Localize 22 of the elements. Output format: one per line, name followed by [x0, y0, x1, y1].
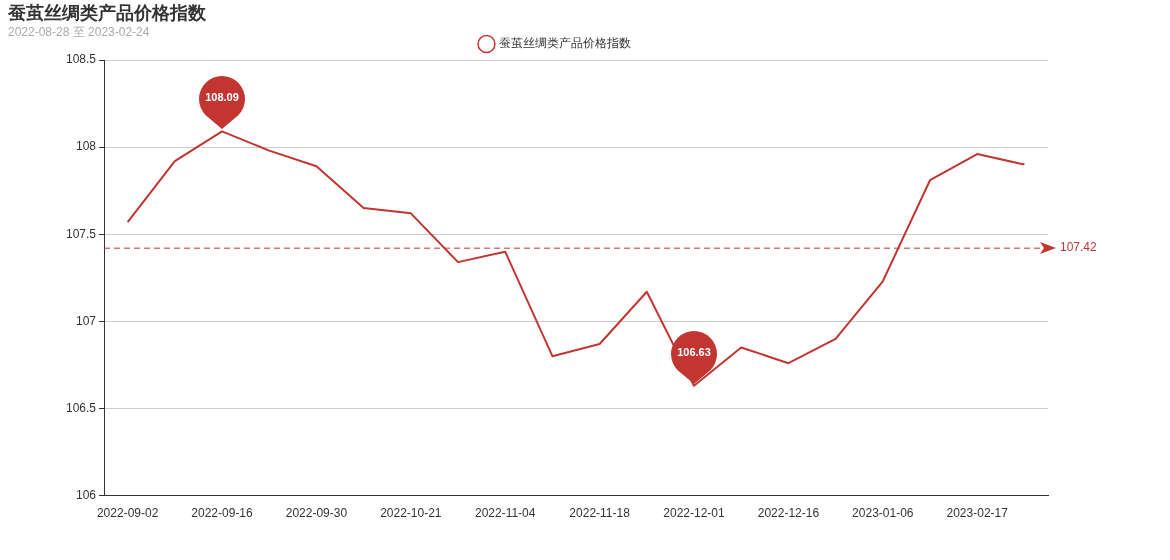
y-tick-label: 108: [76, 139, 97, 154]
annotation: 106.63: [676, 345, 712, 359]
chart-title: 蚕茧丝绸类产品价格指数: [8, 2, 207, 24]
y-tick-label: 106.5: [66, 400, 97, 415]
ref-line-label: 107.42: [1060, 240, 1098, 255]
x-tick-label: 2022-09-30: [285, 506, 348, 521]
y-tick-label: 107.5: [66, 226, 97, 241]
x-tick-label: 2022-11-04: [474, 506, 536, 521]
x-tick-label: 2022-11-18: [569, 506, 631, 521]
y-tick-label: 107: [76, 313, 97, 328]
x-tick-label: 2022-12-01: [663, 506, 726, 521]
legend-label: 蚕茧丝绸类产品价格指数: [498, 36, 631, 51]
y-tick-label: 106: [76, 487, 97, 502]
y-tick-label: 108.5: [66, 52, 97, 67]
x-tick-label: 2022-12-16: [757, 506, 820, 521]
x-tick-label: 2022-09-02: [96, 506, 159, 521]
x-tick-label: 2022-10-21: [380, 506, 442, 521]
annotation: 108.09: [204, 91, 240, 105]
x-tick-label: 2022-09-16: [191, 506, 254, 521]
x-tick-label: 2023-02-17: [946, 506, 1009, 521]
x-tick-label: 2023-01-06: [852, 506, 914, 521]
chart-subtitle: 2022-08-28 至 2023-02-24: [8, 25, 150, 39]
